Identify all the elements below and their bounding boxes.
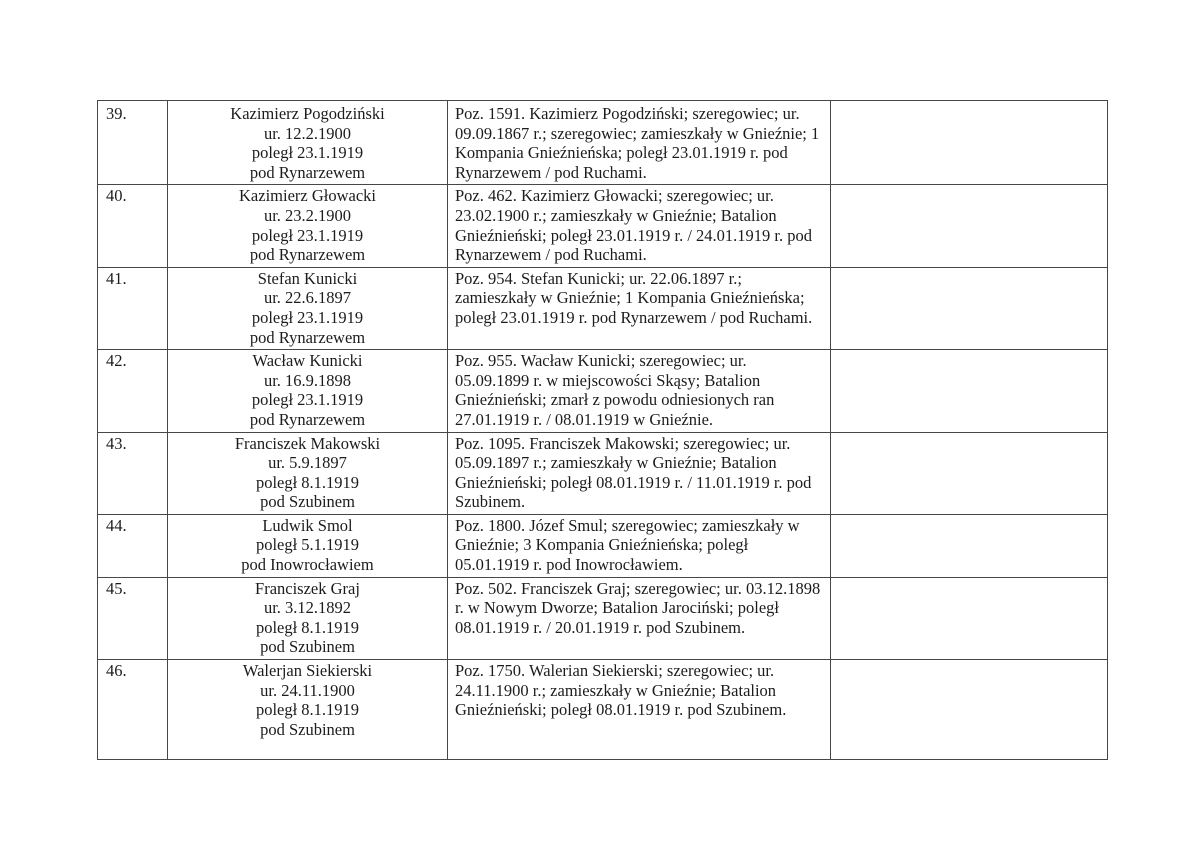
summary-line: ur. 24.11.1900 xyxy=(260,680,355,700)
person-summary-cell: Kazimierz Pogodziński ur. 12.2.1900 poległ… xyxy=(167,99,448,186)
summary-line: poległ 5.1.1919 xyxy=(255,535,360,555)
summary-line: pod Rynarzewem xyxy=(249,162,366,182)
person-details-cell: Poz. 1800. Józef Smul; szeregowiec; zami… xyxy=(447,513,831,578)
row-number: 46. xyxy=(97,659,168,761)
table-row: 39. Kazimierz Pogodziński ur. 12.2.1900 po… xyxy=(97,99,1108,186)
notes-cell xyxy=(830,99,1108,186)
summary-line: ur. 5.9.1897 xyxy=(268,453,347,473)
summary-line: Franciszek Graj xyxy=(255,578,360,598)
person-summary-cell: Franciszek Makowski ur. 5.9.1897 poległ 8.… xyxy=(167,431,448,515)
person-summary-cell: Franciszek Graj ur. 3.12.1892 poległ 8.1.1… xyxy=(167,576,448,661)
summary-line: pod Szubinem xyxy=(260,719,355,739)
summary-line: poległ 8.1.1919 xyxy=(255,617,360,637)
row-number: 44. xyxy=(97,513,168,578)
summary-line: Kazimierz Głowacki xyxy=(239,186,376,206)
summary-line: Ludwik Smol xyxy=(262,515,353,535)
row-number: 45. xyxy=(97,576,168,661)
summary-line: pod Rynarzewem xyxy=(249,245,366,265)
person-summary-cell: Kazimierz Głowacki ur. 23.2.1900 poległ 23… xyxy=(167,184,448,268)
table-row: 43. Franciszek Makowski ur. 5.9.1897 poleg… xyxy=(97,431,1108,515)
table-row: 41. Stefan Kunicki ur. 22.6.1897 poległ 23… xyxy=(97,266,1108,351)
summary-line: poległ 23.1.1919 xyxy=(251,390,364,410)
summary-line: pod Rynarzewem xyxy=(249,409,366,429)
person-details-cell: Poz. 955. Wacław Kunicki; szeregowiec; u… xyxy=(447,349,831,433)
summary-line: ur. 16.9.1898 xyxy=(263,370,352,390)
summary-line: poległ 23.1.1919 xyxy=(251,143,364,163)
table-row: 40. Kazimierz Głowacki ur. 23.2.1900 poleg… xyxy=(97,184,1108,268)
summary-line: Wacław Kunicki xyxy=(252,351,363,371)
casualty-list-table: 39. Kazimierz Pogodziński ur. 12.2.1900 po… xyxy=(97,99,1108,761)
person-details-cell: Poz. 502. Franciszek Graj; szeregowiec; … xyxy=(447,576,831,661)
notes-cell xyxy=(830,349,1108,433)
summary-line: Stefan Kunicki xyxy=(257,268,358,288)
person-details-cell: Poz. 1095. Franciszek Makowski; szeregow… xyxy=(447,431,831,515)
notes-cell xyxy=(830,184,1108,268)
summary-line: pod Szubinem xyxy=(260,637,355,657)
row-number: 41. xyxy=(97,266,168,351)
summary-line: pod Rynarzewem xyxy=(249,327,366,347)
row-number: 39. xyxy=(97,99,168,186)
notes-cell xyxy=(830,266,1108,351)
summary-line: ur. 12.2.1900 xyxy=(263,123,352,143)
summary-line: poległ 23.1.1919 xyxy=(251,225,364,245)
person-summary-cell: Stefan Kunicki ur. 22.6.1897 poległ 23.1.1… xyxy=(167,266,448,351)
summary-line: poległ 8.1.1919 xyxy=(255,700,360,720)
summary-line: Franciszek Makowski xyxy=(234,433,381,453)
row-number: 40. xyxy=(97,184,168,268)
notes-cell xyxy=(830,659,1108,761)
person-details-cell: Poz. 1750. Walerian Siekierski; szeregow… xyxy=(447,659,831,761)
person-details-cell: Poz. 1591. Kazimierz Pogodziński; szereg… xyxy=(447,99,831,186)
table-row: 45. Franciszek Graj ur. 3.12.1892 poległ 8… xyxy=(97,576,1108,661)
person-summary-cell: Wacław Kunicki ur. 16.9.1898 poległ 23.1.1… xyxy=(167,349,448,433)
summary-line: ur. 22.6.1897 xyxy=(263,288,352,308)
summary-line: ur. 3.12.1892 xyxy=(263,598,352,618)
row-number: 43. xyxy=(97,431,168,515)
summary-line: pod Szubinem xyxy=(260,492,355,512)
row-number: 42. xyxy=(97,349,168,433)
summary-line: poległ 8.1.1919 xyxy=(255,472,360,492)
summary-line: ur. 23.2.1900 xyxy=(263,205,352,225)
person-details-cell: Poz. 462. Kazimierz Głowacki; szeregowie… xyxy=(447,184,831,268)
table-row: 42. Wacław Kunicki ur. 16.9.1898 poległ 23… xyxy=(97,349,1108,433)
summary-line: pod Inowrocławiem xyxy=(241,555,374,575)
person-summary-cell: Ludwik Smol poległ 5.1.1919 pod Inowrocław… xyxy=(167,513,448,578)
notes-cell xyxy=(830,513,1108,578)
person-summary-cell: Walerjan Siekierski ur. 24.11.1900 poległ … xyxy=(167,659,448,761)
summary-line: Walerjan Siekierski xyxy=(242,661,373,681)
notes-cell xyxy=(830,576,1108,661)
notes-cell xyxy=(830,431,1108,515)
table-row: 44. Ludwik Smol poległ 5.1.1919 pod Inowro… xyxy=(97,513,1108,578)
summary-line: Kazimierz Pogodziński xyxy=(230,104,385,123)
summary-line: poległ 23.1.1919 xyxy=(251,307,364,327)
person-details-cell: Poz. 954. Stefan Kunicki; ur. 22.06.1897… xyxy=(447,266,831,351)
table-row: 46. Walerjan Siekierski ur. 24.11.1900 pol… xyxy=(97,659,1108,761)
